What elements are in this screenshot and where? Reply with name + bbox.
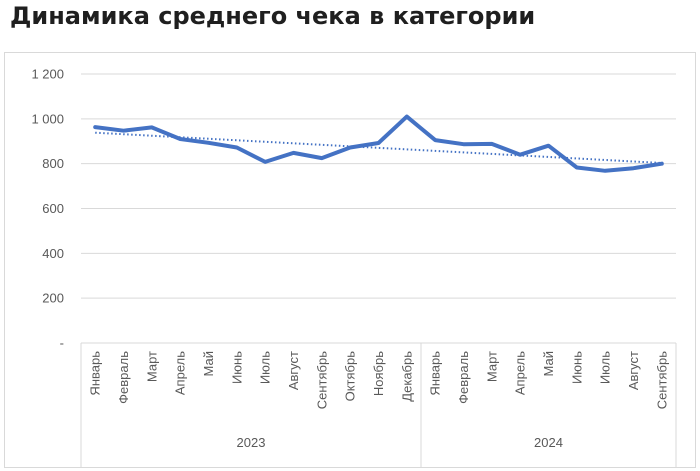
y-tick-label: 800 (42, 156, 64, 171)
x-tick-label: Март (484, 351, 499, 382)
x-tick-label: Февраль (456, 351, 471, 404)
y-tick-label: 200 (42, 291, 64, 306)
x-axis-ticks: Январь Февраль Март Апрель Май Июнь Июль Август… (88, 351, 670, 409)
x-tick-label: Август (626, 351, 641, 390)
y-tick-label: 1 000 (31, 111, 64, 126)
x-tick-label: Март (144, 351, 159, 382)
x-tick-label: Январь (88, 351, 103, 396)
x-tick-label: Июль (598, 351, 613, 384)
x-tick-label: Ноябрь (371, 351, 386, 396)
x-tick-label: Февраль (116, 351, 131, 404)
x-tick-label: Июнь (229, 351, 244, 384)
x-tick-label: Октябрь (343, 351, 358, 402)
y-axis-ticks: - 200 400 600 800 1 000 1 200 (31, 67, 64, 351)
chart-title: Динамика среднего чека в категории (10, 2, 536, 30)
x-tick-label: Май (541, 351, 556, 376)
y-tick-label: 600 (42, 201, 64, 216)
plot-frame (4, 52, 696, 468)
y-tick-label: - (60, 336, 64, 351)
x-tick-label: Сентябрь (654, 351, 669, 409)
series-line (93, 114, 664, 173)
year-label: 2024 (534, 435, 563, 450)
x-tick-label: Июль (258, 351, 273, 384)
x-tick-label: Апрель (513, 351, 528, 395)
x-tick-label: Май (201, 351, 216, 376)
x-tick-label: Август (286, 351, 301, 390)
year-label: 2023 (237, 435, 266, 450)
gridlines (81, 73, 676, 299)
year-groups: 2023 2024 (80, 343, 677, 467)
y-tick-label: 1 200 (31, 67, 64, 82)
x-tick-label: Январь (428, 351, 443, 396)
x-tick-label: Апрель (173, 351, 188, 395)
y-tick-label: 400 (42, 246, 64, 261)
x-tick-label: Июнь (569, 351, 584, 384)
x-tick-label: Декабрь (399, 351, 414, 402)
x-tick-label: Сентябрь (314, 351, 329, 409)
